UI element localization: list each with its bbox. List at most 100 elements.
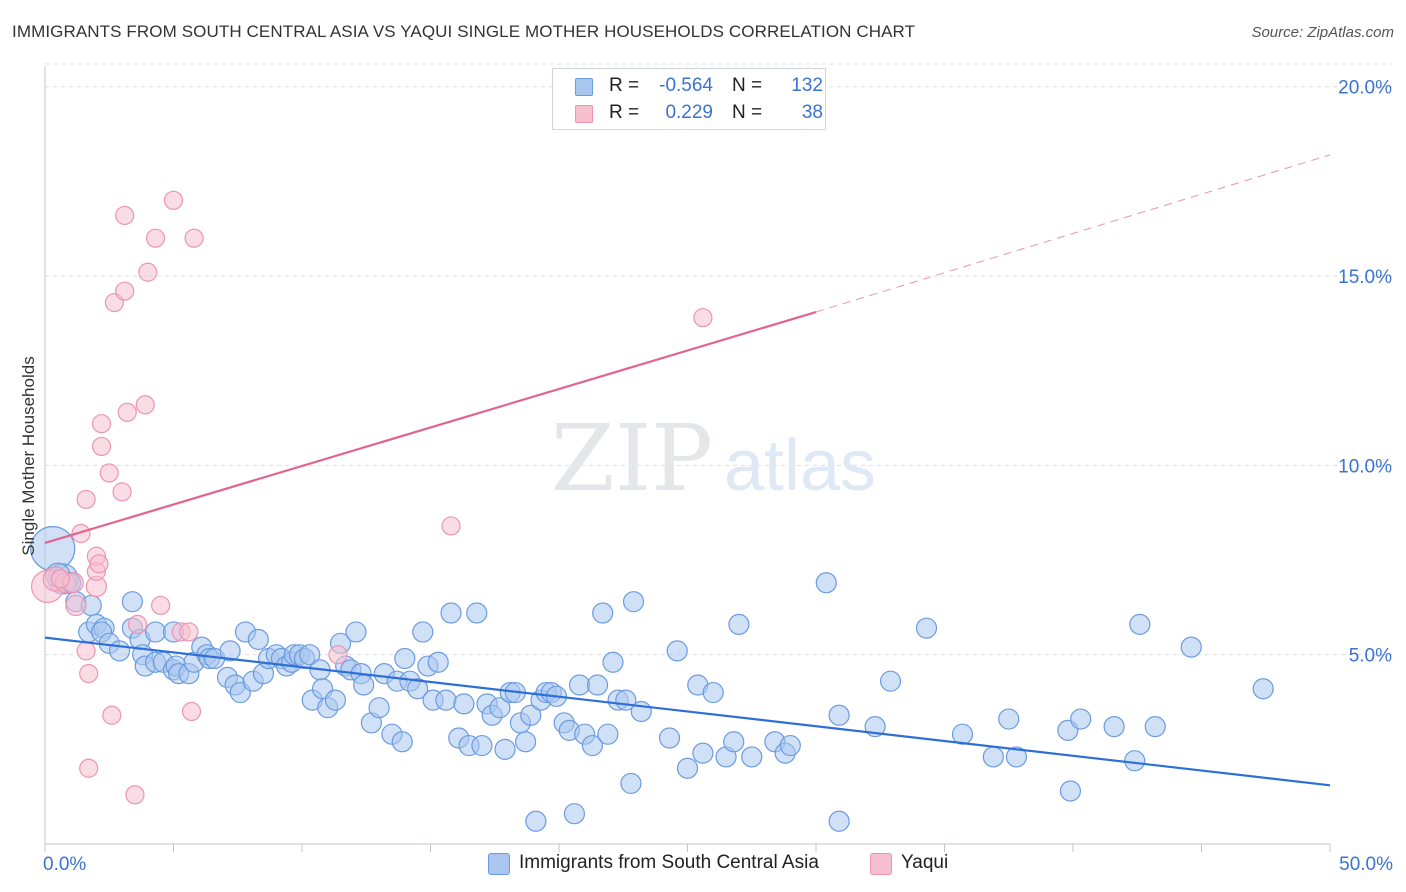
data-point-south-central-asia: [324, 689, 347, 711]
data-point-south-central-asia: [676, 757, 699, 779]
legend-pink-label: Yaqui: [901, 852, 949, 873]
data-point-south-central-asia: [514, 731, 537, 753]
data-point-yaqui: [163, 190, 184, 210]
data-point-yaqui: [135, 395, 155, 415]
data-point-south-central-asia: [728, 613, 750, 635]
data-point-south-central-asia: [622, 591, 645, 613]
data-point-south-central-asia: [1180, 636, 1202, 658]
pink-n-label: N =: [732, 102, 763, 123]
data-point-yaqui: [115, 205, 135, 226]
data-point-south-central-asia: [951, 723, 974, 745]
data-point-south-central-asia: [692, 742, 714, 764]
data-point-south-central-asia: [440, 602, 462, 624]
data-point-yaqui: [91, 414, 112, 434]
data-point-south-central-asia: [453, 693, 475, 715]
blue-n-label: N =: [732, 75, 763, 96]
data-point-yaqui: [50, 569, 71, 589]
data-point-south-central-asia: [597, 723, 619, 745]
data-point-south-central-asia: [353, 674, 375, 696]
data-point-south-central-asia: [620, 772, 642, 795]
legend-blue-swatch: [488, 853, 510, 875]
data-point-south-central-asia: [1252, 678, 1274, 700]
data-point-south-central-asia: [435, 689, 457, 711]
data-point-south-central-asia: [915, 617, 938, 639]
data-point-south-central-asia: [219, 640, 241, 662]
trend-line-yaqui-extension: [815, 154, 1331, 313]
data-point-south-central-asia: [144, 621, 167, 643]
y-axis-label: Single Mother Households: [19, 356, 38, 555]
data-point-yaqui: [71, 523, 91, 544]
data-point-south-central-asia: [702, 681, 724, 704]
blue-n-value: 132: [791, 75, 823, 96]
data-point-south-central-asia: [525, 810, 547, 832]
data-point-yaqui: [102, 705, 122, 725]
data-point-south-central-asia: [828, 810, 850, 832]
data-point-yaqui: [328, 645, 348, 665]
blue-swatch: [575, 78, 593, 96]
data-point-south-central-asia: [828, 704, 850, 726]
stats-legend: R = -0.564 N = 132 R = 0.229 N = 38: [552, 68, 826, 130]
y-tick-label: 20.0%: [1338, 78, 1392, 99]
data-point-yaqui: [99, 463, 119, 483]
data-point-south-central-asia: [568, 674, 591, 696]
data-point-south-central-asia: [368, 697, 390, 719]
data-point-south-central-asia: [658, 727, 681, 749]
blue-r-value: -0.564: [659, 75, 713, 96]
data-point-south-central-asia: [741, 746, 763, 768]
data-point-south-central-asia: [1129, 613, 1151, 635]
data-point-yaqui: [125, 785, 145, 805]
data-point-south-central-asia: [1103, 716, 1125, 738]
data-point-south-central-asia: [1059, 780, 1082, 802]
data-point-south-central-asia: [998, 708, 1020, 730]
pink-swatch: [575, 105, 593, 123]
data-point-south-central-asia: [1070, 708, 1092, 730]
data-point-south-central-asia: [108, 640, 131, 662]
data-point-yaqui: [91, 436, 112, 457]
data-point-south-central-asia: [723, 731, 745, 753]
tick-labels: 5.0% 10.0% 15.0% 20.0% 0.0% 50.0%: [43, 78, 1393, 875]
data-point-south-central-asia: [815, 572, 837, 594]
data-point-south-central-asia: [879, 670, 902, 692]
data-point-yaqui: [65, 594, 87, 617]
data-point-south-central-asia: [407, 678, 429, 700]
data-point-yaqui: [76, 489, 96, 510]
data-point-yaqui: [184, 228, 204, 248]
data-point-south-central-asia: [471, 734, 493, 757]
data-point-south-central-asia: [581, 734, 604, 757]
data-point-yaqui: [179, 622, 199, 642]
data-point-yaqui: [79, 664, 99, 684]
trend-line-yaqui: [44, 310, 817, 545]
chart-title: IMMIGRANTS FROM SOUTH CENTRAL ASIA VS YA…: [12, 22, 916, 41]
data-point-yaqui: [693, 308, 713, 328]
data-point-south-central-asia: [391, 731, 413, 753]
watermark: ZIP atlas: [551, 405, 876, 512]
data-point-yaqui: [151, 595, 171, 616]
data-point-south-central-asia: [394, 647, 416, 670]
data-point-south-central-asia: [494, 738, 516, 760]
trend-lines: [44, 154, 1331, 787]
watermark-atlas: atlas: [724, 426, 876, 506]
data-point-yaqui: [89, 554, 109, 574]
data-point-yaqui: [79, 758, 99, 778]
axes: [44, 66, 1331, 852]
data-point-south-central-asia: [1124, 750, 1146, 772]
data-point-south-central-asia: [247, 628, 269, 651]
pink-n-value: 38: [801, 102, 823, 123]
data-point-south-central-asia: [982, 746, 1004, 768]
legend-item-pink: Yaqui: [870, 851, 970, 877]
legend-pink-swatch: [870, 853, 892, 875]
data-point-yaqui: [117, 402, 137, 422]
data-point-yaqui: [138, 262, 158, 282]
trend-line-south-central-asia: [44, 636, 1331, 787]
data-point-yaqui: [145, 228, 166, 248]
data-point-south-central-asia: [466, 602, 488, 624]
data-point-yaqui: [127, 614, 148, 634]
legend-blue-label: Immigrants from South Central Asia: [519, 852, 819, 873]
data-point-yaqui: [115, 281, 135, 301]
watermark-zip: ZIP: [551, 405, 713, 512]
data-point-south-central-asia: [427, 651, 449, 673]
data-point-south-central-asia: [1005, 746, 1028, 768]
data-point-south-central-asia: [121, 591, 143, 613]
x-tick-label: 50.0%: [1339, 854, 1393, 875]
gridlines: [45, 63, 1392, 656]
